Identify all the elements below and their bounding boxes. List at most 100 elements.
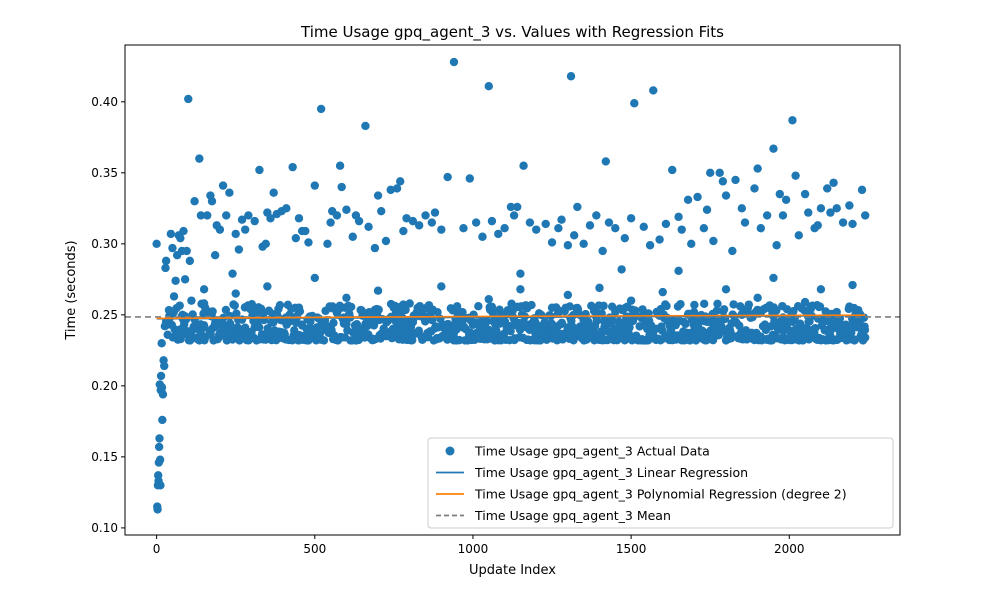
data-point bbox=[157, 339, 166, 348]
data-point bbox=[566, 72, 576, 81]
data-point bbox=[157, 383, 167, 392]
data-point bbox=[706, 317, 715, 327]
data-point bbox=[829, 178, 838, 187]
data-point bbox=[668, 165, 677, 175]
data-point bbox=[381, 236, 391, 246]
data-point bbox=[658, 287, 667, 297]
data-point bbox=[179, 226, 188, 236]
legend-entry-label: Time Usage gpq_agent_3 Mean bbox=[474, 508, 671, 523]
data-point bbox=[225, 188, 234, 197]
regression-lines bbox=[125, 314, 900, 320]
data-point bbox=[484, 295, 493, 304]
data-point bbox=[185, 256, 195, 266]
data-point bbox=[405, 299, 414, 308]
data-point bbox=[516, 285, 525, 294]
data-point bbox=[601, 157, 611, 166]
data-point bbox=[354, 216, 364, 226]
data-point bbox=[782, 305, 792, 314]
y-axis-ticks: 0.10 0.15 0.20 0.25 0.30 0.35 0.40 bbox=[91, 95, 125, 535]
data-point bbox=[785, 316, 794, 325]
data-point bbox=[579, 316, 588, 325]
data-point bbox=[719, 305, 729, 314]
data-point bbox=[421, 211, 430, 220]
data-point bbox=[639, 222, 648, 231]
data-point bbox=[471, 218, 481, 227]
data-point bbox=[254, 323, 264, 332]
polynomial-regression-line bbox=[156, 314, 866, 320]
data-point bbox=[158, 415, 167, 425]
data-point bbox=[176, 233, 185, 243]
x-tick-label: 2000 bbox=[774, 542, 805, 556]
legend-box bbox=[427, 437, 894, 529]
data-point bbox=[750, 184, 759, 193]
data-point bbox=[156, 481, 165, 490]
data-point bbox=[348, 232, 357, 241]
data-point bbox=[482, 317, 492, 326]
data-point bbox=[301, 226, 310, 236]
data-point bbox=[220, 324, 230, 334]
data-point bbox=[715, 168, 724, 178]
data-point bbox=[304, 238, 313, 247]
data-point bbox=[373, 191, 383, 200]
data-point bbox=[861, 333, 870, 342]
data-point bbox=[832, 204, 841, 213]
data-point bbox=[294, 214, 304, 223]
data-point bbox=[604, 218, 614, 227]
data-point bbox=[433, 308, 442, 317]
data-point bbox=[408, 335, 417, 345]
data-point bbox=[458, 307, 467, 317]
data-point bbox=[358, 307, 367, 317]
data-point bbox=[288, 162, 297, 172]
data-point bbox=[180, 275, 190, 284]
data-point bbox=[712, 306, 722, 315]
data-point bbox=[816, 204, 826, 213]
data-point bbox=[848, 280, 857, 290]
data-point bbox=[160, 361, 169, 371]
data-point bbox=[326, 218, 335, 227]
data-point bbox=[611, 307, 620, 317]
data-point bbox=[161, 263, 170, 273]
data-point bbox=[772, 241, 781, 250]
data-point bbox=[645, 241, 655, 250]
data-point bbox=[769, 144, 778, 153]
data-point bbox=[861, 211, 870, 220]
data-point bbox=[437, 225, 446, 234]
data-point bbox=[437, 282, 446, 291]
y-tick-label: 0.25 bbox=[91, 308, 118, 322]
data-point bbox=[683, 195, 693, 205]
data-point bbox=[721, 285, 731, 294]
plot-frame bbox=[124, 44, 901, 536]
data-point bbox=[294, 303, 304, 312]
data-point bbox=[342, 293, 351, 303]
data-point bbox=[196, 211, 206, 220]
data-point bbox=[244, 211, 253, 220]
legend-marker-scatter bbox=[445, 446, 455, 456]
y-axis-label: Time (seconds) bbox=[64, 240, 79, 340]
data-point bbox=[702, 205, 712, 214]
data-point bbox=[848, 219, 857, 229]
data-point bbox=[527, 300, 536, 310]
data-point bbox=[187, 296, 196, 305]
data-point bbox=[554, 224, 563, 233]
data-point bbox=[737, 204, 747, 213]
data-point bbox=[642, 323, 652, 332]
data-point bbox=[838, 218, 848, 227]
data-point bbox=[184, 94, 193, 104]
data-point bbox=[171, 276, 180, 285]
data-point bbox=[195, 154, 204, 163]
data-point bbox=[373, 286, 383, 295]
data-point bbox=[250, 216, 259, 226]
data-point bbox=[427, 218, 437, 227]
data-point bbox=[199, 299, 209, 308]
data-point bbox=[182, 246, 191, 256]
data-point bbox=[690, 300, 699, 310]
data-point bbox=[781, 195, 791, 205]
data-point bbox=[255, 165, 264, 175]
data-point bbox=[608, 316, 617, 325]
data-point bbox=[221, 305, 231, 315]
data-point bbox=[592, 211, 601, 220]
data-point bbox=[190, 197, 199, 206]
data-point bbox=[363, 321, 372, 331]
data-point bbox=[775, 189, 784, 199]
